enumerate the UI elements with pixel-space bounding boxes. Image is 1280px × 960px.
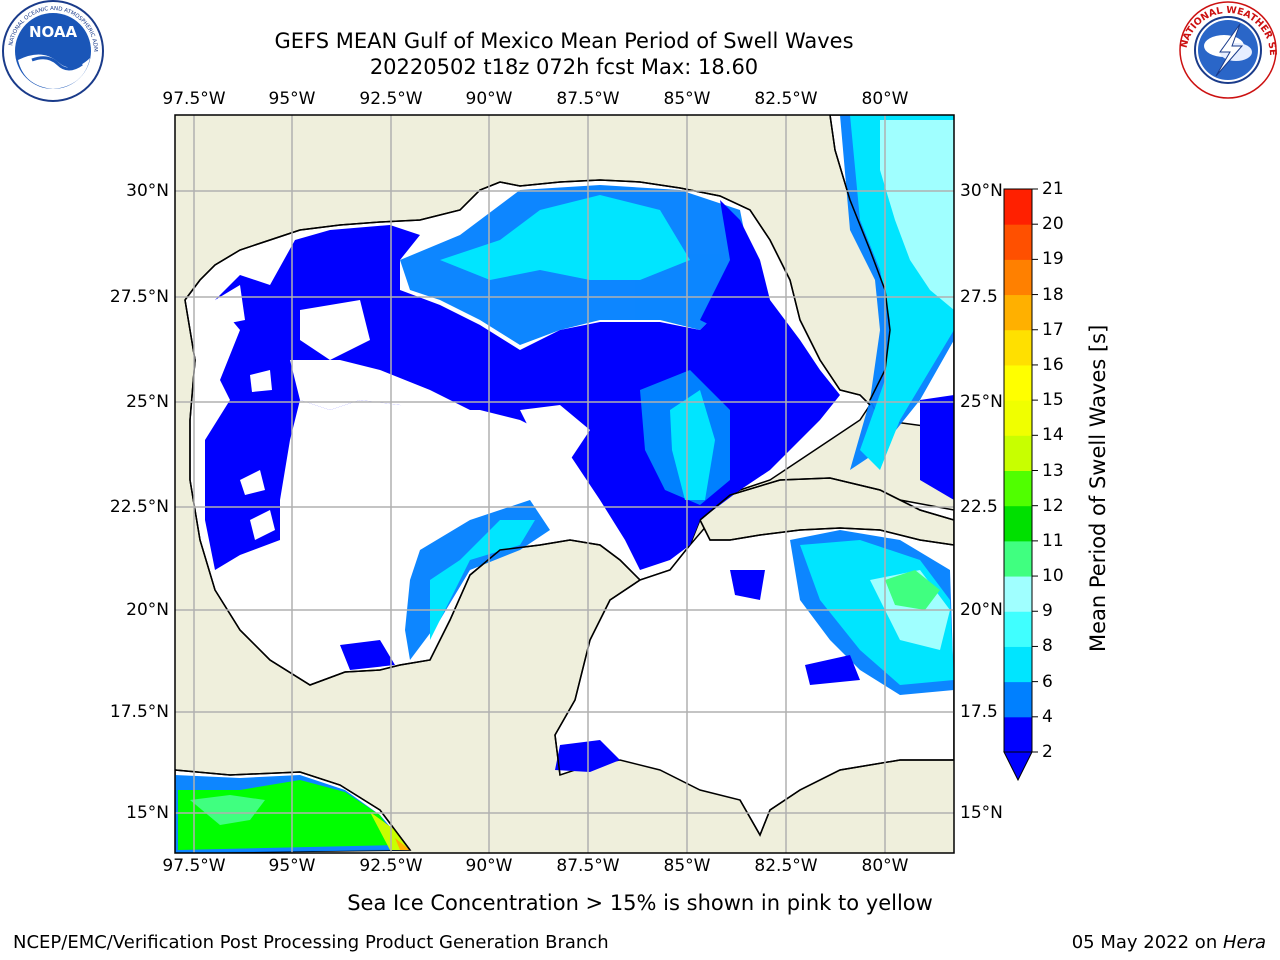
colorbar-swatch [1004,611,1032,647]
colorbar-swatch [1004,189,1032,225]
lat-tick-right: 30°N [960,181,1003,201]
colorbar-label: 19 [1042,249,1064,270]
colorbar-label: 6 [1042,671,1053,692]
lat-tick-right: 17.5 [960,702,998,722]
lon-tick-bottom: 85°W [663,856,711,876]
lon-tick-bottom: 87.5°W [556,856,620,876]
colorbar-label: 10 [1042,566,1064,587]
lon-tick-bottom: 95°W [268,856,316,876]
colorbar-label: 17 [1042,319,1064,340]
colorbar-label: 2 [1042,742,1053,762]
colorbar-title: Mean Period of Swell Waves [s] [1086,324,1110,652]
colorbar [1003,188,1038,782]
lon-tick-top: 97.5°W [162,89,226,109]
footer-date-text: 05 May 2022 on [1071,932,1223,953]
colorbar-swatch [1004,224,1032,260]
colorbar-swatch [1004,576,1032,612]
nws-logo-icon: NATIONAL WEATHER SERVICE [1178,0,1278,99]
lat-tick-right: 27.5 [960,287,998,307]
colorbar-label: 13 [1042,460,1064,481]
colorbar-swatch [1004,435,1032,471]
colorbar-swatch [1004,364,1032,401]
noaa-logo-icon: NOAA NATIONAL OCEANIC AND ATMOSPHERIC AD… [2,0,104,102]
lon-tick-top: 85°W [663,89,711,109]
map-subtitle: 20220502 t18z 072h fcst Max: 18.60 [369,55,759,79]
colorbar-swatch [1004,716,1032,753]
colorbar-label: 4 [1042,706,1053,727]
map-title: GEFS MEAN Gulf of Mexico Mean Period of … [274,29,854,53]
lat-tick-left: 20°N [126,600,169,620]
lon-tick-bottom: 82.5°W [754,856,818,876]
colorbar-label: 8 [1042,636,1053,657]
map-gridlines [175,115,954,853]
colorbar-label: 21 [1042,179,1064,199]
colorbar-label: 20 [1042,214,1064,235]
colorbar-extend-arrow [1003,751,1033,782]
lat-tick-left: 25°N [126,392,169,412]
colorbar-swatch [1004,329,1032,366]
colorbar-swatch [1004,294,1032,331]
lon-tick-bottom: 92.5°W [359,856,423,876]
colorbar-swatch [1004,540,1032,577]
colorbar-label: 14 [1042,425,1064,446]
sea-ice-note: Sea Ice Concentration > 15% is shown in … [347,891,933,915]
map-frame [174,114,955,854]
lon-tick-top: 95°W [268,89,316,109]
lat-tick-right: 20°N [960,600,1003,620]
lon-tick-bottom: 97.5°W [162,856,226,876]
lat-tick-left: 15°N [126,803,169,823]
colorbar-label: 15 [1042,390,1064,411]
colorbar-label: 18 [1042,284,1064,305]
lat-tick-left: 30°N [126,181,169,201]
lon-tick-top: 92.5°W [359,89,423,109]
footer-date: 05 May 2022 on Hera [1072,932,1266,953]
colorbar-swatch [1004,259,1032,296]
colorbar-swatch [1004,470,1032,507]
lat-tick-left: 22.5°N [109,497,169,517]
lat-tick-right: 15°N [960,803,1003,823]
colorbar-label: 16 [1042,354,1064,375]
lon-tick-bottom: 90°W [465,856,513,876]
lat-tick-right: 25°N [960,392,1003,412]
lat-tick-right: 22.5 [960,497,998,517]
lon-tick-top: 90°W [465,89,513,109]
lon-tick-bottom: 80°W [861,856,909,876]
colorbar-swatch [1004,646,1032,683]
footer-host: Hera [1222,932,1266,953]
lat-tick-left: 27.5°N [109,287,169,307]
colorbar-label: 11 [1042,530,1064,551]
lat-tick-left: 17.5°N [109,702,169,722]
svg-text:NOAA: NOAA [29,23,78,41]
lon-tick-top: 87.5°W [556,89,620,109]
colorbar-label: 12 [1042,495,1064,516]
footer-credit: NCEP/EMC/Verification Post Processing Pr… [13,932,609,953]
lon-tick-top: 82.5°W [754,89,818,109]
colorbar-label: 9 [1042,601,1053,622]
colorbar-swatch [1004,681,1032,718]
lon-tick-top: 80°W [861,89,909,109]
colorbar-swatch [1004,505,1032,542]
colorbar-swatch [1004,400,1032,436]
